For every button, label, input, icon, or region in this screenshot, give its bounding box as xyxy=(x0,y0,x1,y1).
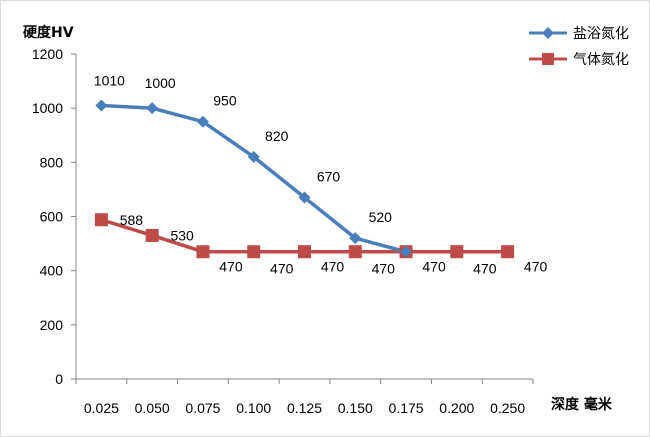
data-label: 470 xyxy=(422,259,446,275)
y-axis-title: 硬度HV xyxy=(23,24,74,41)
data-label: 470 xyxy=(270,261,294,277)
data-label: 470 xyxy=(524,259,548,275)
data-label: 588 xyxy=(120,212,144,228)
data-label: 520 xyxy=(369,209,393,225)
legend-diamond-marker xyxy=(542,27,554,39)
data-label: 820 xyxy=(265,128,289,144)
x-tick-label: 0.150 xyxy=(338,400,373,416)
x-tick-label: 0.100 xyxy=(236,400,271,416)
data-point-square xyxy=(501,245,515,259)
data-label: 470 xyxy=(219,259,243,275)
data-point-diamond xyxy=(146,102,159,115)
data-point-diamond xyxy=(400,245,413,258)
data-point-square xyxy=(450,245,464,259)
data-point-diamond xyxy=(349,232,362,245)
data-point-square xyxy=(145,228,159,242)
data-label: 470 xyxy=(473,261,497,277)
x-axis-title: 深度 毫米 xyxy=(551,396,613,413)
legend-square-marker xyxy=(542,53,554,65)
x-tick-label: 0.075 xyxy=(185,400,220,416)
data-point-square xyxy=(247,245,261,259)
y-tick-label: 600 xyxy=(40,209,64,225)
y-tick-label: 1000 xyxy=(32,100,63,116)
data-point-diamond xyxy=(95,99,108,112)
y-tick-label: 0 xyxy=(55,371,63,387)
data-label: 470 xyxy=(372,261,396,277)
x-tick-label: 0.125 xyxy=(287,400,322,416)
x-tick-label: 0.175 xyxy=(389,400,424,416)
x-tick-label: 0.025 xyxy=(84,400,119,416)
data-point-square xyxy=(298,245,311,259)
x-tick-label: 0.050 xyxy=(135,400,170,416)
data-point-square xyxy=(196,245,210,259)
data-point-square xyxy=(348,245,362,259)
data-label: 670 xyxy=(317,169,341,185)
data-point-diamond xyxy=(298,191,311,204)
y-tick-label: 800 xyxy=(40,154,64,170)
data-label: 1000 xyxy=(145,75,176,91)
legend-label: 气体氮化 xyxy=(573,51,629,67)
x-tick-label: 0.250 xyxy=(490,400,525,416)
data-label: 530 xyxy=(170,227,194,243)
x-tick-label: 0.200 xyxy=(439,400,474,416)
data-point-square xyxy=(94,213,108,227)
legend-label: 盐浴氮化 xyxy=(573,25,629,41)
y-tick-label: 1200 xyxy=(32,46,63,62)
data-point-diamond xyxy=(247,150,260,163)
y-tick-label: 400 xyxy=(40,263,64,279)
data-point-diamond xyxy=(196,115,209,128)
data-label: 950 xyxy=(213,93,237,109)
y-tick-label: 200 xyxy=(40,317,64,333)
data-label: 1010 xyxy=(94,72,125,88)
data-label: 470 xyxy=(321,259,345,275)
